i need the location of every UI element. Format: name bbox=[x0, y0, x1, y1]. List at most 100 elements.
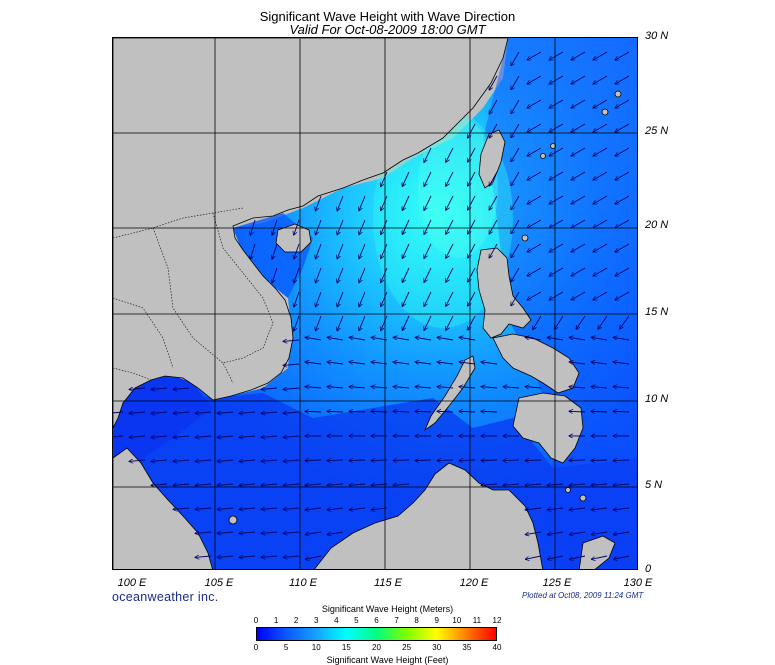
wave-direction-arrow bbox=[569, 508, 586, 510]
wave-direction-arrow bbox=[481, 460, 498, 461]
wave-direction-arrow bbox=[151, 388, 168, 389]
wave-direction-arrow bbox=[173, 388, 190, 389]
wave-direction-arrow bbox=[371, 460, 388, 461]
wave-direction-arrow bbox=[481, 411, 498, 412]
wave-direction-arrow bbox=[489, 99, 498, 114]
colorbar-tick: 10 bbox=[452, 616, 462, 625]
colorbar-tick: 10 bbox=[311, 643, 321, 652]
wave-direction-arrow bbox=[468, 243, 476, 258]
wave-direction-arrow bbox=[294, 315, 300, 331]
wave-direction-arrow bbox=[615, 291, 630, 300]
wave-direction-arrow bbox=[250, 219, 256, 235]
wave-direction-arrow bbox=[571, 243, 586, 252]
wave-direction-arrow bbox=[239, 484, 256, 485]
wave-direction-arrow bbox=[283, 532, 300, 533]
wave-direction-arrow bbox=[525, 460, 542, 461]
wave-direction-arrow bbox=[305, 484, 322, 485]
wave-direction-arrow bbox=[489, 123, 498, 138]
lon-label-100e: 100 E bbox=[117, 577, 147, 589]
colorbar-tick: 30 bbox=[432, 643, 442, 652]
colorbar-tick: 5 bbox=[283, 643, 289, 652]
wave-direction-arrow bbox=[424, 219, 432, 234]
wave-direction-arrow bbox=[593, 291, 608, 300]
wave-direction-arrow bbox=[511, 291, 520, 306]
wave-direction-arrow bbox=[571, 147, 586, 156]
wave-direction-arrow bbox=[437, 460, 454, 461]
wave-direction-arrow bbox=[598, 315, 608, 329]
wave-direction-arrow bbox=[359, 219, 366, 235]
wave-direction-arrow bbox=[525, 508, 542, 510]
wave-height-map bbox=[112, 37, 638, 570]
wave-direction-arrow bbox=[424, 243, 432, 258]
wave-direction-arrow bbox=[415, 362, 432, 364]
chart-title: Significant Wave Height with Wave Direct… bbox=[259, 9, 516, 24]
wave-direction-arrows bbox=[113, 51, 630, 559]
wave-direction-arrow bbox=[217, 508, 234, 509]
wave-direction-arrow bbox=[349, 411, 366, 412]
lat-label-15n: 15 N bbox=[645, 306, 669, 318]
wave-direction-arrow bbox=[217, 436, 234, 437]
wave-direction-arrow bbox=[459, 337, 476, 341]
wave-direction-arrow bbox=[569, 555, 586, 559]
wave-direction-arrow bbox=[527, 147, 542, 156]
colorbar-tick: 8 bbox=[414, 616, 419, 625]
colorbar-tick: 4 bbox=[334, 616, 339, 625]
wave-direction-arrow bbox=[525, 531, 542, 535]
colorbar bbox=[256, 627, 497, 641]
wave-direction-arrow bbox=[571, 75, 586, 84]
wave-direction-arrow bbox=[305, 387, 322, 388]
wave-direction-arrow bbox=[327, 411, 344, 412]
wave-direction-arrow bbox=[489, 243, 498, 258]
wave-direction-arrow bbox=[129, 436, 146, 437]
colorbar-tick: 7 bbox=[394, 616, 399, 625]
wave-direction-arrow bbox=[549, 195, 564, 204]
wave-direction-arrow bbox=[591, 555, 608, 559]
wave-direction-arrow bbox=[173, 412, 190, 413]
wave-direction-arrow bbox=[337, 195, 344, 211]
wave-direction-arrow bbox=[195, 508, 212, 509]
colorbar-title-feet: Significant Wave Height (Feet) bbox=[326, 655, 449, 665]
wave-direction-arrow bbox=[272, 267, 278, 283]
wave-direction-arrow bbox=[294, 219, 300, 235]
wave-direction-arrow bbox=[615, 123, 630, 132]
wave-direction-arrow bbox=[547, 508, 564, 510]
wave-direction-arrow bbox=[315, 267, 322, 283]
wave-direction-arrow bbox=[569, 337, 586, 341]
wave-direction-arrow bbox=[239, 532, 256, 533]
wave-direction-arrow bbox=[511, 195, 520, 210]
wave-direction-arrow bbox=[305, 337, 322, 341]
wave-direction-arrow bbox=[437, 387, 454, 388]
wave-direction-arrow bbox=[402, 291, 410, 307]
colorbar-tick: 1 bbox=[273, 616, 279, 625]
wave-direction-arrow bbox=[511, 123, 520, 138]
wave-direction-arrow bbox=[511, 243, 520, 258]
wave-direction-arrow bbox=[591, 460, 608, 461]
wave-direction-arrow bbox=[195, 412, 212, 413]
wave-direction-arrow bbox=[217, 532, 234, 533]
wave-direction-arrow bbox=[446, 315, 454, 330]
wave-direction-arrow bbox=[250, 243, 256, 259]
wave-direction-arrow bbox=[415, 387, 432, 388]
wave-direction-arrow bbox=[549, 123, 564, 132]
wave-direction-arrow bbox=[359, 243, 366, 259]
wave-direction-arrow bbox=[349, 387, 366, 388]
mindanao-island bbox=[512, 392, 584, 464]
wave-direction-arrow bbox=[437, 362, 454, 364]
wave-direction-arrow bbox=[615, 99, 630, 108]
wave-direction-arrow bbox=[424, 147, 432, 162]
valid-time: Valid For Oct-08-2009 18:00 GMT bbox=[289, 22, 486, 37]
wave-direction-arrow bbox=[294, 291, 300, 307]
wave-direction-arrow bbox=[327, 362, 344, 364]
wave-direction-arrow bbox=[446, 147, 454, 162]
wave-direction-arrow bbox=[371, 411, 388, 412]
wave-direction-arrow bbox=[315, 315, 322, 331]
wave-direction-arrow bbox=[571, 195, 586, 204]
wave-direction-arrow bbox=[446, 219, 454, 234]
wave-direction-arrow bbox=[481, 484, 498, 485]
colorbar-tick: 9 bbox=[434, 616, 439, 625]
wave-direction-arrow bbox=[261, 436, 278, 437]
wave-direction-arrow bbox=[533, 315, 542, 330]
wave-direction-arrow bbox=[337, 243, 344, 259]
wave-direction-arrow bbox=[283, 340, 300, 341]
wave-direction-arrow bbox=[283, 460, 300, 461]
